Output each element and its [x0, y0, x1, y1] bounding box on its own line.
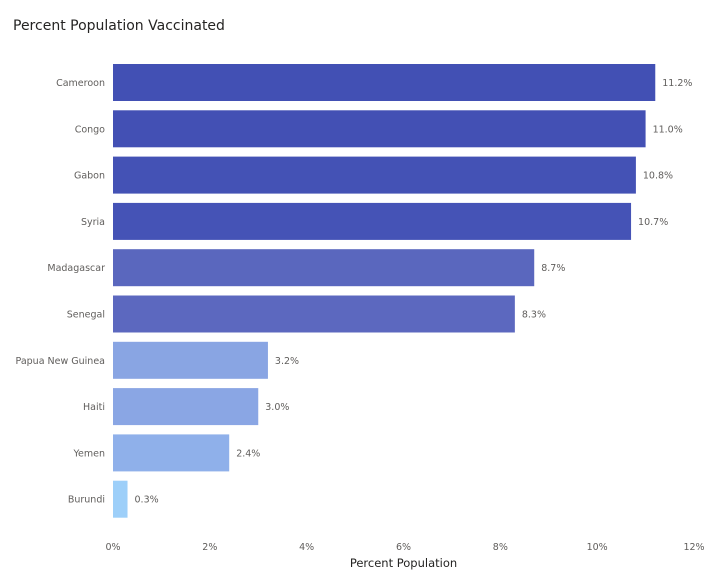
bar-cameroon[interactable] [113, 64, 656, 101]
data-label: 3.0% [265, 402, 289, 413]
data-label: 8.7% [541, 263, 565, 274]
bars-group [113, 64, 656, 518]
data-label: 8.3% [522, 310, 546, 321]
category-labels: Cameroon Congo Gabon Syria Madagascar Senegal… [16, 78, 106, 506]
x-tick-label: 4% [299, 542, 314, 553]
bar-yemen[interactable] [113, 434, 230, 472]
category-label: Congo [75, 124, 105, 135]
bar-gabon[interactable] [113, 156, 636, 194]
bar-syria[interactable] [113, 202, 632, 240]
data-label: 11.0% [653, 124, 683, 135]
bar-burundi[interactable] [113, 480, 128, 518]
x-tick-label: 0% [105, 542, 120, 553]
x-axis-ticks: 0% 2% 4% 6% 8% 10% 12% [105, 542, 704, 553]
bar-madagascar[interactable] [113, 249, 535, 287]
category-label: Senegal [67, 310, 105, 321]
category-label: Gabon [74, 171, 105, 182]
category-label: Yemen [72, 448, 105, 459]
data-label: 10.8% [643, 171, 673, 182]
x-tick-label: 2% [202, 542, 217, 553]
bar-congo[interactable] [113, 110, 646, 148]
bar-haiti[interactable] [113, 388, 259, 426]
chart-title: Percent Population Vaccinated [13, 18, 225, 34]
x-tick-label: 6% [396, 542, 411, 553]
category-label: Papua New Guinea [16, 356, 105, 367]
data-label: 2.4% [236, 448, 260, 459]
data-label: 11.2% [662, 78, 692, 89]
bar-papua-new-guinea[interactable] [113, 341, 268, 379]
x-tick-label: 8% [493, 542, 508, 553]
data-label: 3.2% [275, 356, 299, 367]
x-tick-label: 10% [587, 542, 608, 553]
x-tick-label: 12% [683, 542, 704, 553]
data-label: 10.7% [638, 217, 668, 228]
category-label: Syria [81, 217, 105, 228]
bar-senegal[interactable] [113, 295, 515, 333]
category-label: Madagascar [47, 263, 105, 274]
data-label: 0.3% [135, 495, 159, 506]
x-axis-title: Percent Population [350, 556, 457, 570]
category-label: Haiti [83, 402, 105, 413]
data-labels: 11.2% 11.0% 10.8% 10.7% 8.7% 8.3% 3.2% 3.0% 2.4%… [135, 78, 693, 506]
category-label: Cameroon [56, 78, 105, 89]
category-label: Burundi [68, 495, 105, 506]
